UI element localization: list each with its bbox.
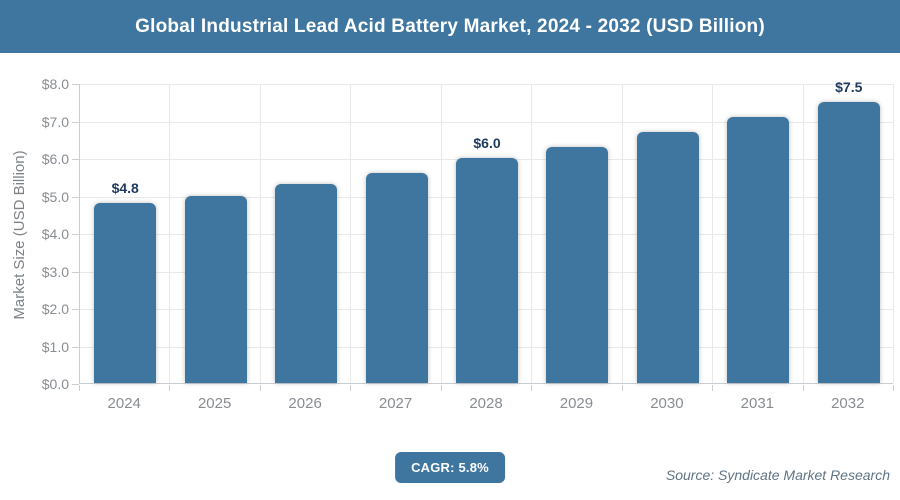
x-tick-mark — [259, 385, 261, 391]
gridline-vertical — [259, 84, 261, 383]
y-tick-label: $8.0 — [41, 76, 69, 92]
bar — [184, 195, 247, 383]
y-tick-mark — [72, 271, 79, 273]
y-tick-label: $0.0 — [41, 376, 69, 392]
gridline-vertical — [712, 84, 714, 383]
y-tick-label: $6.0 — [41, 151, 69, 167]
x-tick-label: 2030 — [650, 395, 684, 412]
y-tick-label: $7.0 — [41, 113, 69, 130]
y-tick-mark — [72, 196, 79, 198]
x-tick-mark — [350, 385, 352, 391]
bar — [817, 101, 880, 383]
gridline-vertical — [350, 84, 352, 383]
bar — [365, 173, 428, 383]
y-tick-label: $5.0 — [41, 188, 69, 205]
bar — [94, 203, 157, 383]
gridline-vertical — [440, 84, 442, 383]
x-tick-label: 2026 — [288, 395, 322, 412]
gridline-horizontal — [80, 121, 893, 123]
x-tick-mark — [621, 385, 623, 391]
source-text: Source: Syndicate Market Research — [665, 467, 890, 483]
gridline-vertical — [621, 84, 623, 383]
y-tick-label: $3.0 — [41, 263, 69, 280]
x-tick-mark — [440, 385, 442, 391]
plot-area: $4.8 $6.0 $7.5 — [79, 79, 894, 384]
y-tick-label: $2.0 — [41, 301, 69, 317]
cagr-badge: CAGR: 5.8% — [395, 452, 505, 483]
gridline-vertical — [169, 84, 171, 383]
x-tick-label: 2031 — [740, 395, 775, 412]
gridline-vertical — [531, 84, 533, 383]
x-tick-mark — [893, 385, 894, 391]
y-tick-label: $4.0 — [41, 226, 69, 242]
x-tick-mark — [712, 385, 714, 391]
x-tick-label: 2025 — [197, 395, 232, 412]
chart-title: Global Industrial Lead Acid Battery Mark… — [135, 15, 765, 37]
bar — [275, 184, 338, 383]
y-tick-mark — [72, 121, 79, 123]
y-tick-label: $1.0 — [41, 338, 69, 355]
x-tick-label: 2032 — [831, 395, 865, 412]
x-tick-label: 2024 — [107, 395, 141, 412]
bar — [636, 131, 699, 383]
y-tick-mark — [72, 84, 79, 85]
bar-value-label: $7.5 — [835, 78, 863, 95]
x-tick-mark — [169, 385, 171, 391]
y-tick-mark — [72, 234, 79, 235]
x-tick-mark — [802, 385, 804, 391]
x-tick-label: 2027 — [378, 395, 413, 412]
bar-value-label: $4.8 — [111, 180, 139, 196]
x-tick-mark — [531, 385, 533, 391]
x-tick-label: 2029 — [559, 395, 594, 412]
y-tick-mark — [72, 346, 79, 348]
y-tick-mark — [72, 159, 79, 160]
y-tick-mark — [72, 384, 79, 385]
bar-value-label: $6.0 — [473, 135, 501, 151]
bar — [456, 158, 518, 383]
gridline-horizontal — [80, 84, 893, 85]
gridline-vertical — [802, 84, 804, 383]
y-tick-mark — [72, 309, 79, 310]
bar — [727, 116, 790, 383]
bar — [546, 146, 609, 383]
gridline-vertical — [893, 84, 894, 383]
chart-title-bar: Global Industrial Lead Acid Battery Mark… — [0, 0, 900, 53]
x-tick-mark — [79, 385, 80, 391]
x-tick-label: 2028 — [469, 395, 503, 412]
